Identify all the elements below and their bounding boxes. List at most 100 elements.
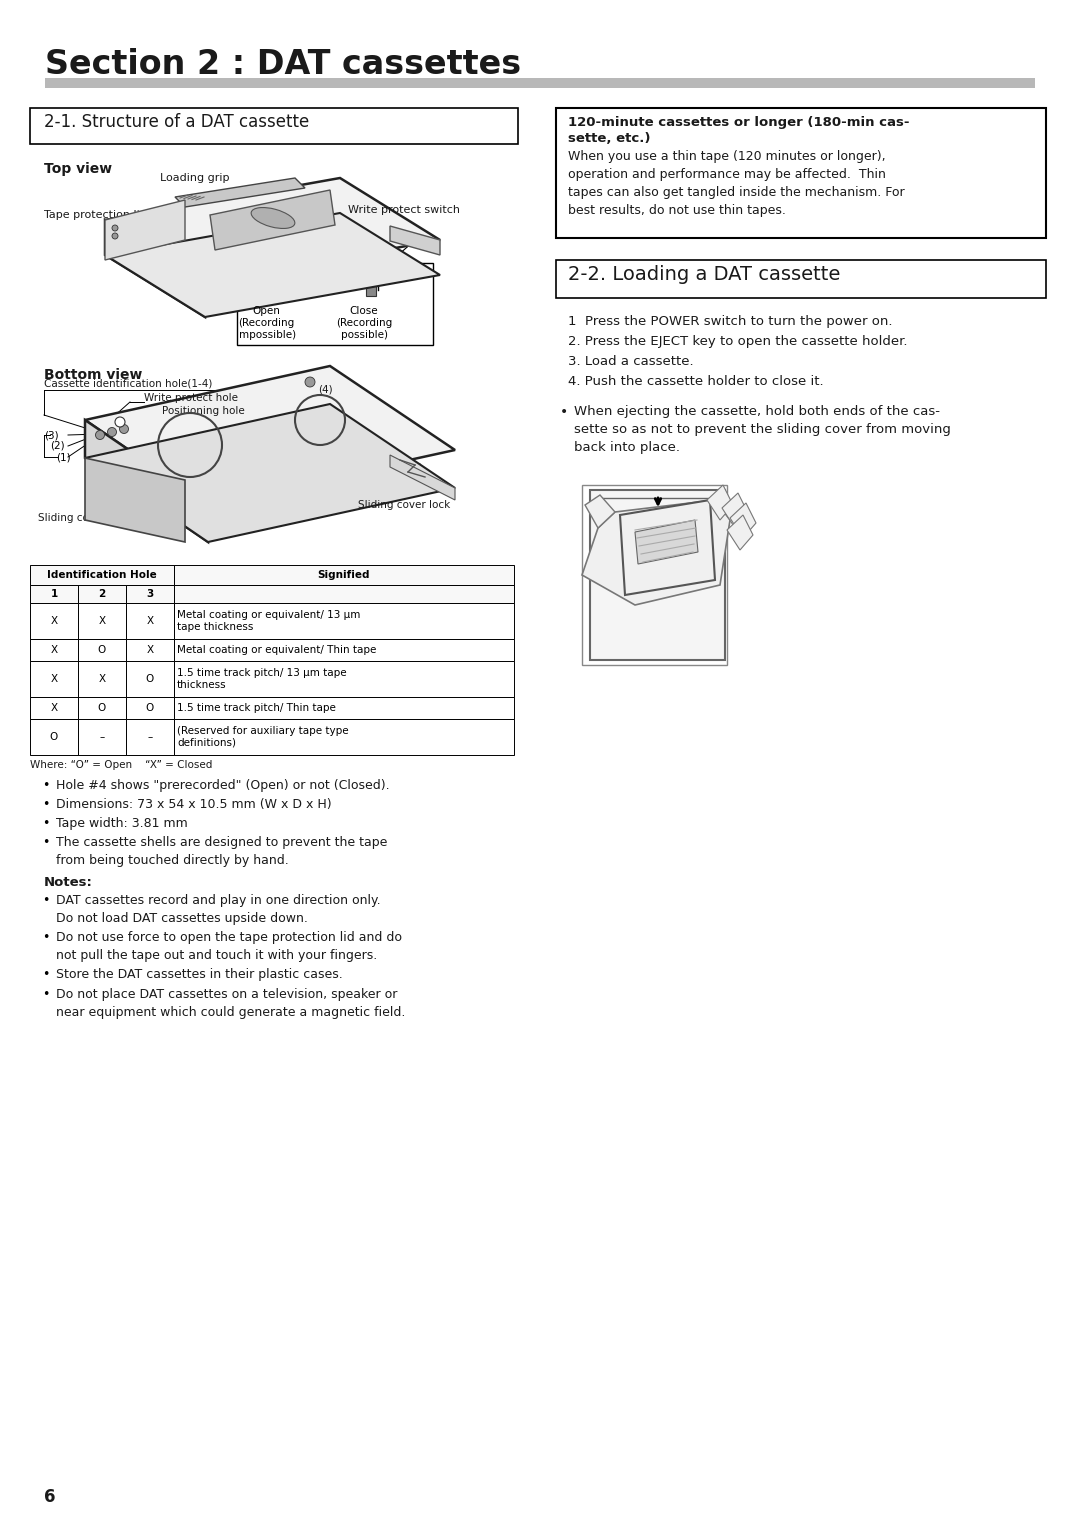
Bar	[582, 484, 727, 665]
Polygon shape	[85, 367, 455, 504]
Bar	[126, 697, 174, 720]
Polygon shape	[730, 503, 756, 538]
Bar	[78, 720, 126, 755]
Polygon shape	[105, 177, 440, 283]
Bar	[174, 662, 514, 697]
Polygon shape	[635, 520, 698, 564]
Bar	[126, 720, 174, 755]
Text: Store the DAT cassettes in their plastic cases.: Store the DAT cassettes in their plastic…	[56, 969, 342, 981]
Text: Identification Hole: Identification Hole	[48, 570, 157, 581]
Text: Signified: Signified	[318, 570, 370, 581]
Polygon shape	[620, 500, 715, 594]
Polygon shape	[105, 212, 440, 316]
Text: Loading grip: Loading grip	[160, 173, 230, 183]
Text: possible): possible)	[340, 330, 388, 341]
Text: (3): (3)	[44, 429, 58, 440]
Text: 6: 6	[44, 1488, 55, 1507]
Text: Tape width: 3.81 mm: Tape width: 3.81 mm	[56, 817, 188, 830]
Text: O: O	[98, 703, 106, 714]
Text: 2: 2	[98, 588, 106, 599]
Text: Cassette identification hole(1-4): Cassette identification hole(1-4)	[44, 377, 213, 388]
Text: –: –	[99, 732, 105, 743]
Polygon shape	[390, 226, 440, 255]
Text: 2-1. Structure of a DAT cassette: 2-1. Structure of a DAT cassette	[44, 113, 309, 131]
Bar	[126, 585, 174, 604]
Text: Notes:: Notes:	[44, 876, 93, 889]
Text: •: •	[42, 836, 50, 850]
Bar	[174, 604, 514, 639]
Text: X: X	[98, 674, 106, 685]
Text: •: •	[561, 405, 568, 419]
Bar	[126, 662, 174, 697]
Bar	[366, 284, 376, 296]
Polygon shape	[707, 484, 733, 520]
Text: •: •	[42, 779, 50, 792]
Polygon shape	[585, 495, 615, 529]
Text: (4): (4)	[318, 385, 333, 396]
Bar	[78, 585, 126, 604]
Bar	[30, 585, 78, 604]
Bar	[174, 697, 514, 720]
Text: 120-minute cassettes or longer (180-min cas-: 120-minute cassettes or longer (180-min …	[568, 116, 909, 128]
Bar	[174, 565, 514, 585]
Text: O: O	[146, 674, 154, 685]
Text: (2): (2)	[50, 442, 65, 451]
Polygon shape	[727, 515, 753, 550]
Circle shape	[112, 225, 118, 231]
Text: X: X	[51, 616, 57, 626]
Text: X: X	[147, 645, 153, 656]
Text: Metal coating or equivalent/ Thin tape: Metal coating or equivalent/ Thin tape	[177, 645, 376, 656]
Text: Section 2 : DAT cassettes: Section 2 : DAT cassettes	[45, 47, 522, 81]
Bar	[126, 639, 174, 662]
Text: Positioning hole: Positioning hole	[162, 406, 245, 416]
Bar	[126, 604, 174, 639]
Bar	[78, 639, 126, 662]
Text: Do not place DAT cassettes on a television, speaker or
near equipment which coul: Do not place DAT cassettes on a televisi…	[56, 989, 405, 1019]
Bar	[556, 108, 1047, 238]
Bar	[30, 108, 518, 144]
Text: X: X	[98, 616, 106, 626]
Circle shape	[114, 417, 125, 426]
Text: 1.5 time track pitch/ 13 μm tape
thickness: 1.5 time track pitch/ 13 μm tape thickne…	[177, 668, 347, 689]
Bar	[30, 697, 78, 720]
Bar	[174, 585, 514, 604]
Circle shape	[112, 232, 118, 238]
Text: 1  Press the POWER switch to turn the power on.: 1 Press the POWER switch to turn the pow…	[568, 315, 892, 329]
Text: When you use a thin tape (120 minutes or longer),
operation and performance may : When you use a thin tape (120 minutes or…	[568, 150, 905, 217]
Bar	[174, 720, 514, 755]
Polygon shape	[210, 189, 335, 251]
Text: Close: Close	[350, 306, 378, 316]
Text: Open: Open	[252, 306, 280, 316]
Polygon shape	[105, 220, 205, 316]
Circle shape	[108, 428, 117, 437]
Bar	[254, 284, 264, 296]
Text: X: X	[147, 616, 153, 626]
Bar	[78, 662, 126, 697]
Text: •: •	[42, 817, 50, 830]
Text: 1.5 time track pitch/ Thin tape: 1.5 time track pitch/ Thin tape	[177, 703, 336, 714]
Text: (Recording: (Recording	[336, 318, 392, 329]
Text: DAT cassettes record and play in one direction only.
Do not load DAT cassettes u: DAT cassettes record and play in one dir…	[56, 894, 380, 924]
Bar	[30, 720, 78, 755]
Bar	[30, 662, 78, 697]
Text: (Recording: (Recording	[238, 318, 294, 329]
Text: 4. Push the cassette holder to close it.: 4. Push the cassette holder to close it.	[568, 374, 824, 388]
Bar	[174, 639, 514, 662]
Bar	[237, 263, 433, 345]
Bar	[78, 604, 126, 639]
Text: O: O	[50, 732, 58, 743]
Text: sette, etc.): sette, etc.)	[568, 131, 650, 145]
Polygon shape	[85, 420, 208, 542]
Text: •: •	[42, 931, 50, 944]
Text: The cassette shells are designed to prevent the tape
from being touched directly: The cassette shells are designed to prev…	[56, 836, 388, 866]
Polygon shape	[85, 403, 455, 542]
Polygon shape	[582, 500, 730, 605]
Text: 3. Load a cassette.: 3. Load a cassette.	[568, 354, 693, 368]
Bar	[30, 639, 78, 662]
Bar	[45, 78, 1035, 89]
Text: Sliding cover: Sliding cover	[38, 513, 106, 523]
Bar	[30, 604, 78, 639]
Text: •: •	[42, 969, 50, 981]
Polygon shape	[723, 494, 748, 529]
Text: O: O	[98, 645, 106, 656]
